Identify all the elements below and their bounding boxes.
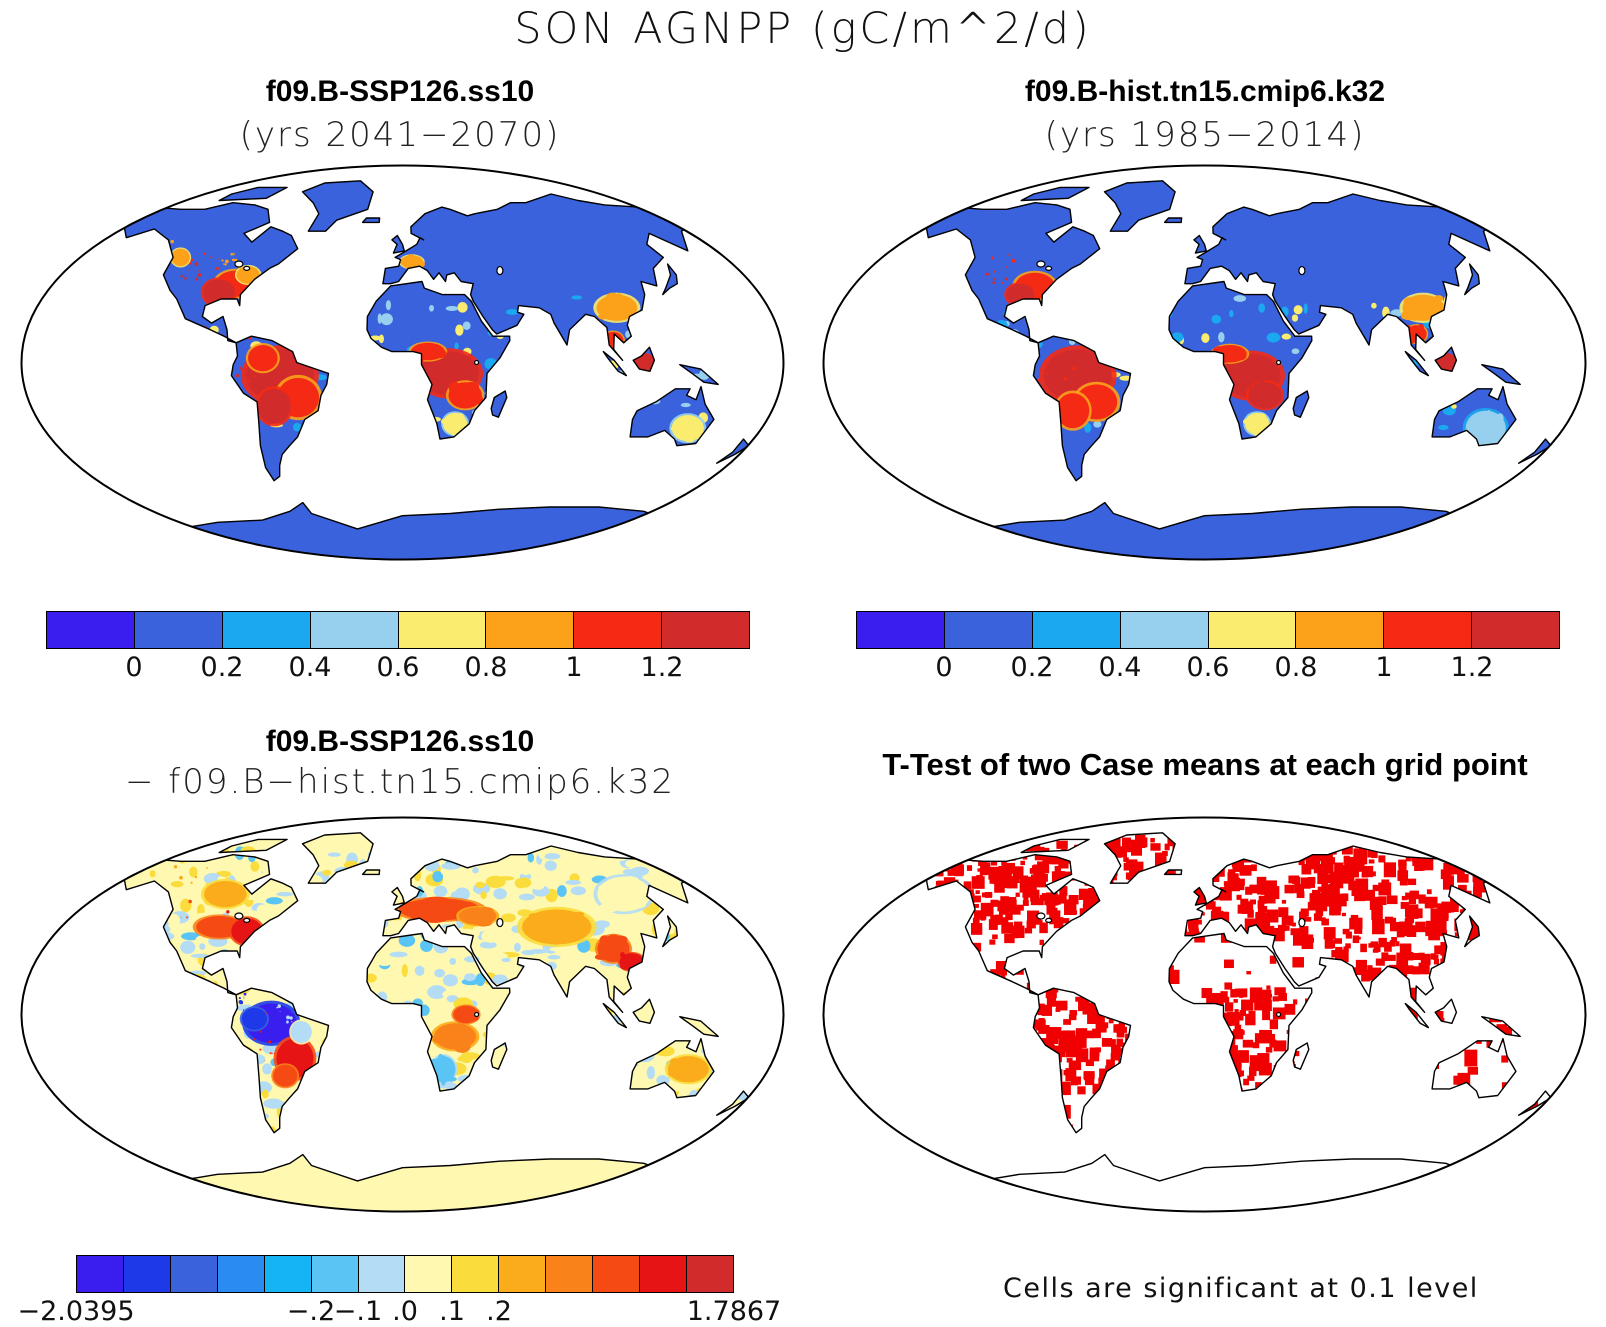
- colorbar-swatch: [1209, 612, 1297, 648]
- colorbar-tick-label: 0.4: [1099, 652, 1142, 683]
- colorbar-tick-label: .2: [486, 1296, 512, 1327]
- panel2-colorbar: [856, 611, 1560, 649]
- panel3-map: [10, 812, 795, 1217]
- colorbar-swatch: [486, 612, 574, 648]
- colorbar-tick-label: 1.2: [641, 652, 684, 683]
- colorbar-swatch: [265, 1256, 312, 1292]
- colorbar-swatch: [223, 612, 311, 648]
- colorbar-tick-label: 0.4: [289, 652, 332, 683]
- colorbar-tick-label: 1.7867: [687, 1296, 781, 1327]
- colorbar-swatch: [1033, 612, 1121, 648]
- colorbar-swatch: [359, 1256, 406, 1292]
- colorbar-tick-label: 0.2: [1011, 652, 1054, 683]
- colorbar-swatch: [945, 612, 1033, 648]
- colorbar-tick-label: −2.0395: [17, 1296, 134, 1327]
- colorbar-tick-label: 0: [125, 652, 142, 683]
- colorbar-tick-label: 0.6: [1187, 652, 1230, 683]
- panel4-title: T-Test of two Case means at each grid po…: [805, 747, 1605, 783]
- colorbar-tick-label: −.2: [287, 1296, 335, 1327]
- colorbar-swatch: [857, 612, 945, 648]
- panel3-title: f09.B-SSP126.ss10: [0, 725, 800, 759]
- colorbar-tick-label: 1: [565, 652, 582, 683]
- figure-title: SON AGNPP (gC/m^2/d): [0, 4, 1606, 54]
- panel1-subtitle: (yrs 2041−2070): [0, 115, 800, 155]
- panel1-map: [10, 160, 795, 565]
- colorbar-tick-label: 0.2: [201, 652, 244, 683]
- colorbar-swatch: [311, 612, 399, 648]
- colorbar-swatch: [405, 1256, 452, 1292]
- colorbar-swatch: [1472, 612, 1559, 648]
- colorbar-swatch: [1121, 612, 1209, 648]
- colorbar-tick-label: 0.6: [377, 652, 420, 683]
- panel3-colorbar: [76, 1255, 734, 1293]
- significance-note: Cells are significant at 0.1 level: [1003, 1273, 1479, 1304]
- colorbar-swatch: [218, 1256, 265, 1292]
- colorbar-tick-label: .1: [439, 1296, 465, 1327]
- colorbar-swatch: [1296, 612, 1384, 648]
- colorbar-swatch: [171, 1256, 218, 1292]
- colorbar-tick-label: 0.8: [1275, 652, 1318, 683]
- panel2-title: f09.B-hist.tn15.cmip6.k32: [805, 75, 1605, 109]
- colorbar-swatch: [312, 1256, 359, 1292]
- colorbar-swatch: [574, 612, 662, 648]
- colorbar-tick-label: 0.8: [465, 652, 508, 683]
- colorbar-tick-label: 1.2: [1451, 652, 1494, 683]
- panel1-title: f09.B-SSP126.ss10: [0, 75, 800, 109]
- colorbar-swatch: [135, 612, 223, 648]
- colorbar-tick-label: 0: [935, 652, 952, 683]
- colorbar-tick-label: .0: [392, 1296, 418, 1327]
- panel2-map: [812, 160, 1597, 565]
- colorbar-swatch: [452, 1256, 499, 1292]
- colorbar-swatch: [687, 1256, 733, 1292]
- colorbar-swatch: [124, 1256, 171, 1292]
- panel3-subtitle: − f09.B−hist.tn15.cmip6.k32: [0, 762, 800, 802]
- panel4-map: [812, 812, 1597, 1217]
- panel1-colorbar: [46, 611, 750, 649]
- colorbar-swatch: [77, 1256, 124, 1292]
- colorbar-swatch: [47, 612, 135, 648]
- colorbar-tick-label: −.1: [334, 1296, 382, 1327]
- colorbar-swatch: [1384, 612, 1472, 648]
- colorbar-swatch: [546, 1256, 593, 1292]
- colorbar-swatch: [499, 1256, 546, 1292]
- colorbar-swatch: [662, 612, 749, 648]
- panel2-subtitle: (yrs 1985−2014): [805, 115, 1605, 155]
- colorbar-swatch: [399, 612, 487, 648]
- colorbar-tick-label: 1: [1375, 652, 1392, 683]
- colorbar-swatch: [593, 1256, 640, 1292]
- colorbar-swatch: [640, 1256, 687, 1292]
